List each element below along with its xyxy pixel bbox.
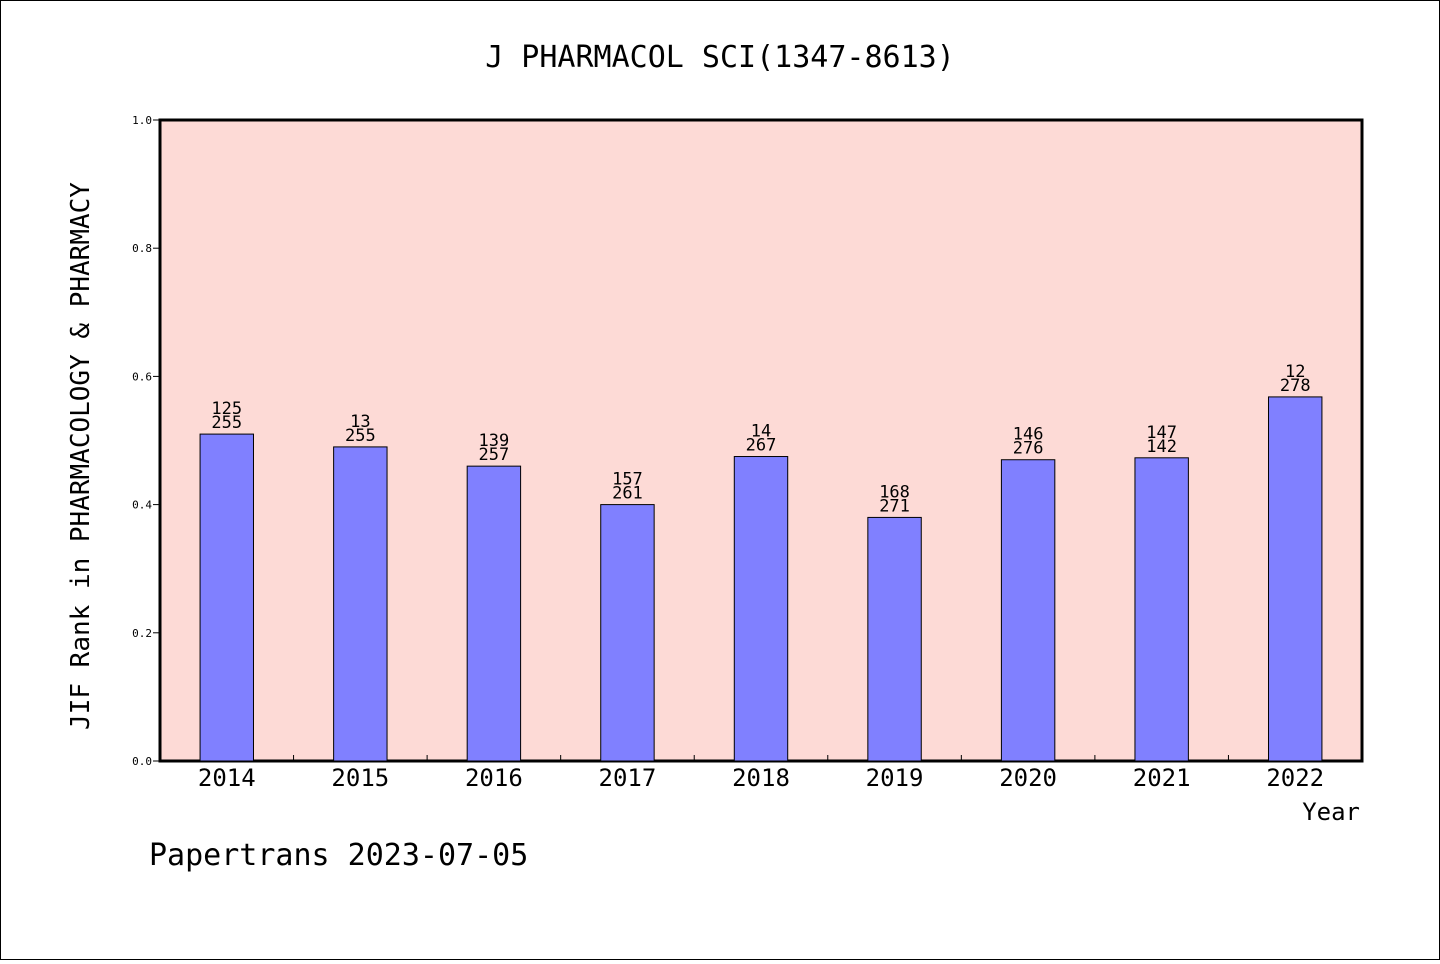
y-tick-label: 0.8 <box>132 242 152 255</box>
bar-label-total: 255 <box>345 426 376 446</box>
chart-title: J PHARMACOL SCI(1347-8613) <box>485 40 955 75</box>
y-tick-label: 0.6 <box>132 370 152 383</box>
bar-2014 <box>199 433 254 762</box>
bar-label-rank: 146 <box>1013 425 1044 445</box>
footer-credit: Papertrans 2023-07-05 <box>149 838 528 873</box>
bar-label-total: 257 <box>479 445 510 465</box>
bar-label-rank: 14 <box>751 422 771 442</box>
bar-label-total: 278 <box>1280 376 1311 396</box>
bar-label-rank: 125 <box>211 399 242 419</box>
bar-2019 <box>867 516 922 762</box>
bar-2016 <box>466 465 522 762</box>
y-axis-label: JIF Rank in PHARMACOLOGY & PHARMACY <box>66 182 96 730</box>
bar-label-total: 267 <box>746 436 777 456</box>
x-tick-label: 2021 <box>1133 764 1191 792</box>
y-tick-label: 0.4 <box>132 499 152 512</box>
bar-label-rank: 168 <box>879 482 910 502</box>
x-axis-label: Year <box>1302 798 1360 826</box>
x-tick-label: 2014 <box>198 764 256 792</box>
x-tick-label: 2017 <box>599 764 657 792</box>
x-tick-label: 2015 <box>331 764 389 792</box>
y-tick-label: 1.0 <box>132 114 152 127</box>
bar-2022 <box>1268 396 1323 762</box>
x-tick-label: 2022 <box>1266 764 1324 792</box>
bar-label-total: 255 <box>211 413 242 433</box>
x-axis-ticks: 2014 2015 2016 2017 2018 2019 2020 2021 2022 <box>198 755 1324 792</box>
bar-label-rank: 157 <box>612 470 643 490</box>
bar-label-total: 142 <box>1146 437 1177 457</box>
x-tick-label: 2019 <box>866 764 924 792</box>
bar-label-rank: 12 <box>1285 362 1305 382</box>
bar-2020 <box>1000 459 1056 762</box>
x-tick-label: 2018 <box>732 764 790 792</box>
x-tick-label: 2020 <box>999 764 1057 792</box>
bar-2021 <box>1134 457 1189 762</box>
bar-label-total: 261 <box>612 484 643 504</box>
y-tick-label: 0.2 <box>132 627 152 640</box>
bar-label-rank: 139 <box>479 431 510 451</box>
bar-2015 <box>333 446 388 762</box>
y-tick-label: 0.0 <box>132 755 152 768</box>
bar-label-total: 271 <box>879 496 910 516</box>
bar-label-rank: 13 <box>350 412 370 432</box>
y-axis-ticks: 0.0 0.2 0.4 0.6 0.8 1.0 <box>132 114 160 768</box>
x-tick-label: 2016 <box>465 764 523 792</box>
bar-label-total: 276 <box>1013 439 1044 459</box>
bar-2017 <box>600 504 655 762</box>
bar-2018 <box>733 456 789 762</box>
bar-label-rank: 147 <box>1146 423 1177 443</box>
